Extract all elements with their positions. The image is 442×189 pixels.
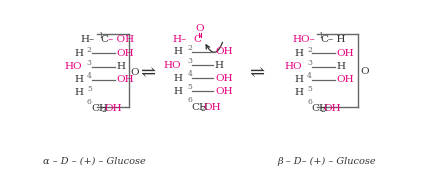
Text: ⇌: ⇌ bbox=[141, 64, 156, 82]
Text: OH: OH bbox=[215, 47, 232, 57]
Text: OH: OH bbox=[215, 74, 232, 83]
Text: β – D– (+) – Glucose: β – D– (+) – Glucose bbox=[277, 157, 376, 166]
Text: 2: 2 bbox=[307, 46, 312, 54]
Text: CH: CH bbox=[91, 104, 109, 113]
Text: 3: 3 bbox=[187, 57, 193, 65]
Text: HO: HO bbox=[64, 62, 82, 71]
Text: – H: – H bbox=[328, 35, 346, 44]
Text: H: H bbox=[294, 88, 303, 97]
Text: OH: OH bbox=[324, 104, 341, 113]
Text: 4: 4 bbox=[188, 70, 193, 78]
Text: α – D – (+) – Glucose: α – D – (+) – Glucose bbox=[42, 157, 145, 166]
Text: H: H bbox=[294, 49, 303, 58]
Text: 1: 1 bbox=[98, 32, 103, 40]
Text: C: C bbox=[194, 35, 202, 44]
Text: 5: 5 bbox=[307, 85, 312, 93]
Text: OH: OH bbox=[336, 49, 354, 58]
Text: OH: OH bbox=[117, 49, 134, 58]
Text: 6: 6 bbox=[188, 96, 193, 105]
Text: O: O bbox=[131, 68, 139, 77]
Text: O: O bbox=[360, 67, 369, 76]
Text: 2: 2 bbox=[320, 106, 325, 115]
Text: H: H bbox=[74, 75, 83, 84]
Text: H: H bbox=[294, 75, 303, 84]
Text: 5: 5 bbox=[188, 83, 193, 91]
Text: – OH: – OH bbox=[108, 35, 134, 44]
Text: 3: 3 bbox=[307, 59, 312, 67]
Text: HO: HO bbox=[284, 62, 302, 71]
Text: HO: HO bbox=[163, 60, 181, 70]
Text: 4: 4 bbox=[307, 72, 312, 80]
Text: H–: H– bbox=[173, 35, 187, 44]
Text: H: H bbox=[74, 49, 83, 58]
Text: H: H bbox=[173, 74, 183, 83]
Text: 1: 1 bbox=[318, 32, 323, 40]
Text: H: H bbox=[215, 60, 224, 70]
Text: 2: 2 bbox=[87, 46, 92, 54]
Text: 5: 5 bbox=[87, 85, 92, 93]
Text: 2: 2 bbox=[200, 105, 205, 113]
Text: CH: CH bbox=[312, 104, 329, 113]
Text: 2: 2 bbox=[188, 44, 193, 52]
Text: 6: 6 bbox=[307, 98, 312, 106]
Text: ⇌: ⇌ bbox=[249, 64, 264, 82]
Text: O: O bbox=[195, 24, 204, 33]
FancyArrowPatch shape bbox=[206, 42, 222, 52]
Text: OH: OH bbox=[215, 87, 232, 96]
Text: OH: OH bbox=[203, 103, 221, 112]
Text: C: C bbox=[100, 35, 108, 44]
Text: 3: 3 bbox=[87, 59, 92, 67]
Text: H–: H– bbox=[80, 35, 95, 44]
Text: 4: 4 bbox=[87, 72, 92, 80]
Text: HO–: HO– bbox=[292, 35, 315, 44]
Text: H: H bbox=[74, 88, 83, 97]
Text: OH: OH bbox=[336, 75, 354, 84]
Text: OH: OH bbox=[117, 75, 134, 84]
Text: H: H bbox=[173, 87, 183, 96]
Text: H: H bbox=[173, 47, 183, 57]
Text: H: H bbox=[117, 62, 126, 71]
Text: OH: OH bbox=[105, 104, 122, 113]
Text: 2: 2 bbox=[102, 106, 106, 115]
Text: 6: 6 bbox=[87, 98, 92, 106]
Text: CH: CH bbox=[192, 103, 209, 112]
Text: C: C bbox=[320, 35, 328, 44]
Text: H: H bbox=[336, 62, 346, 71]
